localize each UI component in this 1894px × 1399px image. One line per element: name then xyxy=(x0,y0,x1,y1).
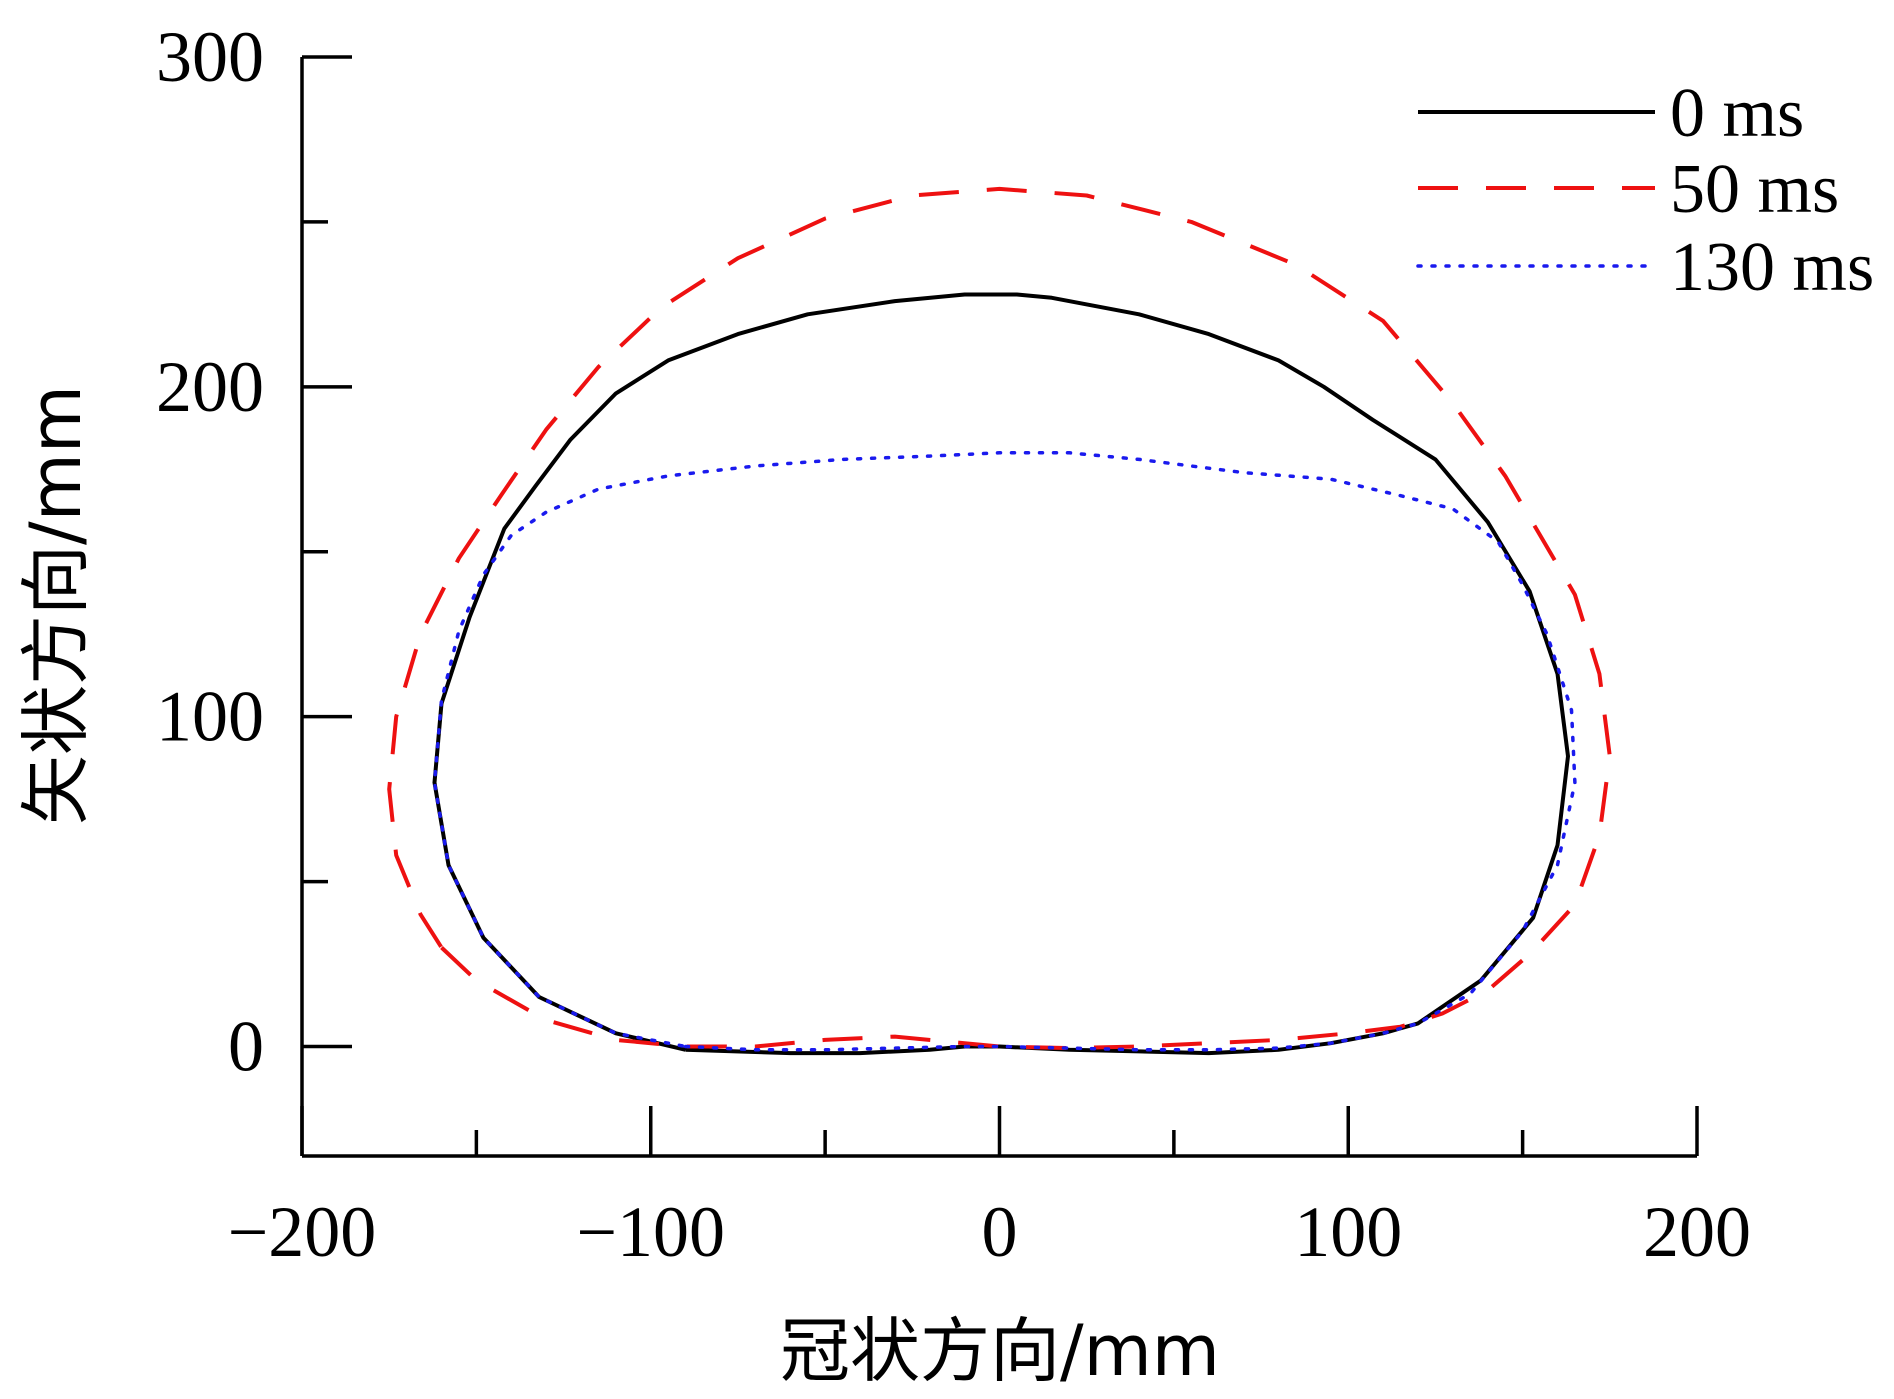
x-tick-label: 100 xyxy=(1294,1192,1402,1272)
x-tick-label: 200 xyxy=(1643,1192,1751,1272)
plot-area: 0 100 200 300 −200 −100 0 100 200 xyxy=(156,17,1751,1272)
y-ticks: 0 100 200 300 xyxy=(156,17,352,1087)
series-line-2 xyxy=(432,451,1577,1052)
x-tick-label: −200 xyxy=(228,1192,377,1272)
series-line-0 xyxy=(432,292,1570,1056)
legend-label-2: 130 ms xyxy=(1670,229,1874,306)
x-tick-label: 0 xyxy=(982,1192,1018,1272)
y-axis-title: 矢状方向/mm xyxy=(15,385,97,825)
series-layer xyxy=(387,186,1612,1056)
legend-label-0: 0 ms xyxy=(1670,75,1804,152)
series-line-1 xyxy=(387,186,1612,1051)
x-ticks: −200 −100 0 100 200 xyxy=(228,1106,1751,1272)
y-tick-label: 200 xyxy=(156,347,264,427)
y-tick-label: 100 xyxy=(156,677,264,757)
x-axis-title: 冠状方向/mm xyxy=(780,1310,1220,1392)
x-tick-label: −100 xyxy=(576,1192,725,1272)
legend-label-1: 50 ms xyxy=(1670,151,1839,228)
y-tick-label: 0 xyxy=(228,1007,264,1087)
y-tick-label: 300 xyxy=(156,17,264,97)
